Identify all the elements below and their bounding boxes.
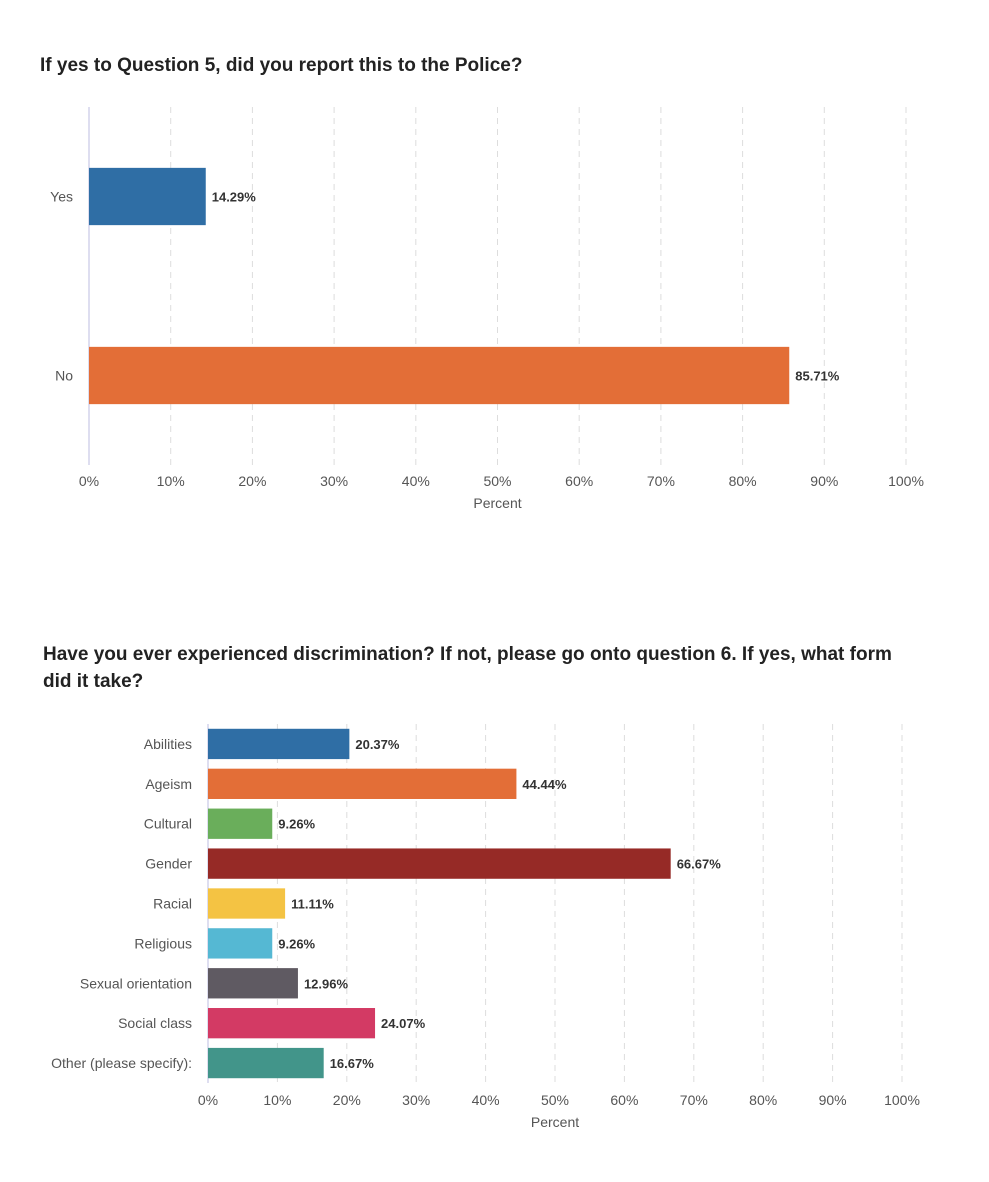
chart-2-bar [208, 808, 273, 839]
chart-1-tick-label: 40% [402, 473, 430, 489]
chart-1-x-axis-label: Percent [473, 495, 521, 511]
chart-2-data-label: 16.67% [330, 1056, 375, 1071]
chart-2-data-label: 9.26% [278, 936, 315, 951]
chart-2-bar [208, 928, 273, 959]
chart-1-tick-label: 80% [729, 473, 757, 489]
chart-1-tick-label: 100% [888, 473, 924, 489]
chart-2-category-label: Gender [145, 856, 192, 872]
chart-1-bar [89, 346, 790, 405]
chart-1-tick-label: 60% [565, 473, 593, 489]
chart-1-bar [89, 167, 206, 226]
chart-1-tick-label: 50% [483, 473, 511, 489]
chart-2-bar [208, 728, 350, 760]
chart-1-title: If yes to Question 5, did you report thi… [40, 55, 523, 76]
chart-1-tick-label: 90% [810, 473, 838, 489]
chart-2-data-label: 12.96% [304, 976, 349, 991]
chart-2-category-label: Other (please specify): [51, 1055, 192, 1071]
chart-1-tick-label: 20% [238, 473, 266, 489]
chart-2-bar [208, 768, 517, 799]
chart-1-tick-label: 10% [157, 473, 185, 489]
chart-1-plot: 0% 10% 20% 30% 40% 50% 60% 70% 80% 90% 100% Yes 14.2… [50, 107, 924, 511]
chart-2-tick-label: 40% [472, 1092, 500, 1108]
chart-2-data-label: 66.67% [677, 857, 722, 872]
chart-2-tick-label: 10% [263, 1092, 291, 1108]
chart-1-tick-label: 0% [79, 473, 99, 489]
chart-2-category-label: Abilities [144, 736, 192, 752]
chart-2-data-label: 44.44% [522, 777, 567, 792]
chart-2-title: Have you ever experienced discrimination… [43, 644, 892, 692]
chart-2-category-label: Cultural [144, 816, 192, 832]
chart-1-category-label: No [55, 368, 73, 384]
chart-1-data-label: 14.29% [212, 190, 257, 205]
chart-2-tick-label: 50% [541, 1092, 569, 1108]
chart-2-tick-label: 20% [333, 1092, 361, 1108]
chart-2-data-label: 11.11% [291, 897, 334, 912]
chart-2-category-label: Social class [118, 1015, 192, 1031]
chart-2-bar [208, 1008, 376, 1039]
chart-2-tick-label: 90% [819, 1092, 847, 1108]
chart-2-category-label: Ageism [145, 776, 192, 792]
chart-2-category-label: Racial [153, 896, 192, 912]
chart-2-data-label: 24.07% [381, 1016, 426, 1031]
chart-1-tick-label: 70% [647, 473, 675, 489]
chart-2-category-label: Sexual orientation [80, 975, 192, 991]
chart-1-tick-label: 30% [320, 473, 348, 489]
chart-2-bar [208, 968, 298, 999]
chart-2-data-label: 20.37% [355, 737, 400, 752]
chart-2-tick-label: 30% [402, 1092, 430, 1108]
chart-2-x-axis-label: Percent [531, 1114, 579, 1130]
chart-2-tick-label: 100% [884, 1092, 920, 1108]
chart-2-tick-label: 70% [680, 1092, 708, 1108]
chart-2-data-label: 9.26% [278, 817, 315, 832]
chart-2-tick-label: 0% [198, 1092, 218, 1108]
chart-2-category-label: Religious [134, 935, 192, 951]
chart-2-tick-label: 80% [749, 1092, 777, 1108]
chart-1-category-label: Yes [50, 189, 73, 205]
chart-1-data-label: 85.71% [795, 369, 840, 384]
chart-2-bar [208, 888, 286, 919]
chart-2-bar [208, 848, 671, 879]
chart-2-bar [208, 1047, 324, 1079]
chart-2-tick-label: 60% [610, 1092, 638, 1108]
